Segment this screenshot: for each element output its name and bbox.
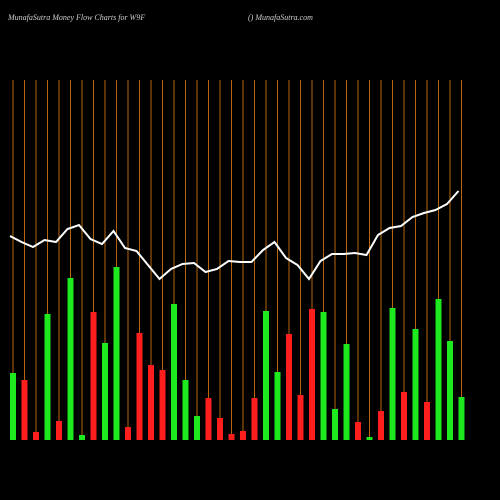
bar: [90, 312, 97, 440]
bar: [447, 341, 453, 440]
bar: [332, 409, 338, 440]
bar: [458, 397, 465, 440]
bar: [113, 267, 120, 440]
bar: [102, 343, 108, 440]
bar: [159, 370, 166, 440]
bar: [33, 432, 39, 440]
bar: [56, 421, 62, 440]
bar: [343, 344, 350, 440]
bar: [355, 422, 361, 440]
bar: [251, 398, 258, 440]
bar: [194, 416, 200, 440]
money-flow-line: [9, 190, 460, 281]
bar: [228, 434, 235, 440]
bar: [205, 398, 212, 440]
bar: [67, 278, 74, 440]
bar: [435, 299, 442, 440]
bar: [21, 380, 28, 440]
bar: [378, 411, 384, 440]
bar: [263, 311, 269, 440]
bar: [171, 304, 177, 440]
bar: [10, 373, 16, 440]
bar: [286, 334, 292, 440]
bar: [240, 431, 246, 440]
bar: [309, 309, 315, 440]
bar: [424, 402, 430, 440]
bar: [412, 329, 419, 440]
bar: [136, 333, 143, 440]
bar: [320, 312, 327, 440]
bar: [79, 435, 85, 440]
bar: [401, 392, 407, 440]
bar: [125, 427, 131, 440]
bar: [217, 418, 223, 440]
chart-subtitle: () MunafaSutra.com: [248, 13, 313, 22]
bar: [366, 437, 373, 440]
bar: [274, 372, 281, 440]
bar: [182, 380, 189, 440]
bar: [389, 308, 396, 440]
chart-title: MunafaSutra Money Flow Charts for W9F: [7, 13, 145, 22]
bar: [148, 365, 154, 440]
bar: [44, 314, 51, 440]
bar: [297, 395, 304, 440]
